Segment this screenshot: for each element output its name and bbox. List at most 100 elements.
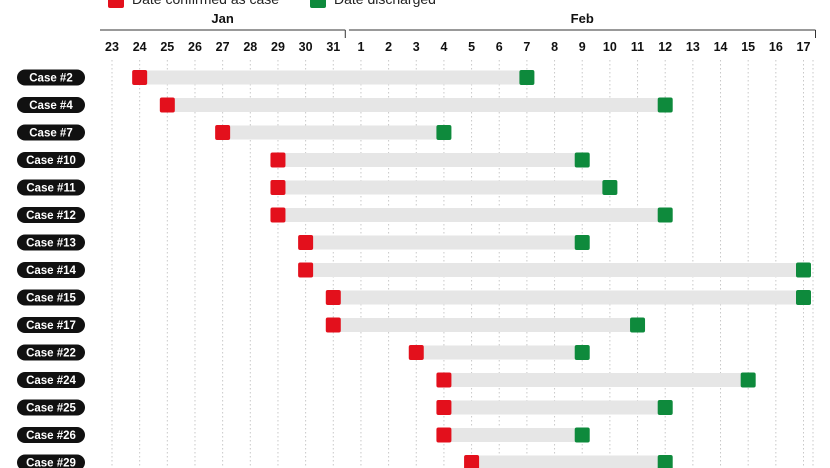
day-tick-label: 4 [440, 40, 447, 54]
confirmed-marker [159, 97, 175, 113]
case-label-pill [17, 344, 85, 361]
case-row: Case #15 [17, 289, 811, 306]
confirmed-marker [436, 427, 452, 443]
discharged-marker [657, 97, 673, 113]
duration-bar [471, 455, 666, 468]
case-label: Case #29 [26, 458, 76, 468]
day-tick-label: 25 [160, 40, 174, 54]
duration-bar [333, 290, 804, 305]
day-tick-label: 9 [579, 40, 586, 54]
case-row: Case #13 [17, 234, 590, 251]
day-tick-label: 1 [357, 40, 364, 54]
discharged-marker [796, 290, 811, 305]
duration-bar [443, 400, 666, 415]
case-label-pill [17, 454, 85, 468]
duration-bar [443, 428, 583, 442]
case-label: Case #2 [29, 73, 72, 85]
confirmed-marker [298, 235, 314, 250]
case-label-pill [17, 262, 85, 278]
discharged-marker [574, 345, 590, 360]
confirmed-marker [408, 345, 424, 360]
confirmed-marker [132, 70, 148, 85]
month-headers: Jan Feb [100, 11, 816, 38]
confirmed-marker [270, 207, 286, 223]
duration-bar [277, 208, 666, 222]
case-label: Case #13 [26, 238, 76, 250]
confirmed-marker [325, 317, 341, 333]
confirmed-marker [298, 262, 314, 278]
confirmed-marker [436, 400, 452, 415]
day-tick-label: 11 [631, 40, 644, 54]
day-tick-label: 10 [603, 40, 617, 54]
case-label-pill [17, 179, 85, 196]
discharged-marker [574, 427, 590, 443]
month-label: Jan [211, 11, 233, 26]
discharged-marker [657, 400, 673, 415]
day-tick-label: 2 [385, 40, 392, 54]
case-row: Case #14 [17, 262, 811, 278]
legend-swatch [108, 0, 124, 8]
case-row: Case #2 [17, 69, 535, 86]
case-label-pill [17, 152, 85, 168]
case-label-pill [17, 207, 85, 223]
discharged-marker [657, 455, 673, 468]
case-label-pill [17, 97, 85, 113]
day-tick-label: 12 [658, 40, 672, 54]
discharged-marker [657, 207, 673, 223]
legend: Date confirmed as case Date discharged [108, 0, 436, 8]
case-label: Case #24 [26, 375, 76, 387]
discharged-marker [574, 235, 590, 250]
day-tick-label: 15 [741, 40, 755, 54]
case-label-pill [17, 69, 85, 86]
discharged-marker [630, 317, 646, 333]
case-row: Case #10 [17, 152, 590, 168]
discharged-marker [574, 152, 590, 168]
case-label-pill [17, 399, 85, 416]
confirmed-marker [325, 290, 341, 305]
day-tick-label: 8 [551, 40, 558, 54]
case-label: Case #25 [26, 403, 76, 415]
case-label: Case #4 [29, 100, 73, 112]
duration-bar [443, 373, 749, 387]
day-tick-label: 6 [496, 40, 503, 54]
day-tick-label: 5 [468, 40, 475, 54]
day-axis: 23 24 25 26 27 28 29 30 31 1 2 3 4 5 6 7 8 9 10 11 12 13 14 15 1… [105, 40, 810, 54]
discharged-marker [519, 70, 535, 85]
day-tick-label: 28 [243, 40, 257, 54]
discharged-marker [796, 262, 811, 278]
day-tick-label: 3 [413, 40, 420, 54]
case-label-pill [17, 124, 85, 141]
case-label-pill [17, 427, 85, 443]
day-tick-label: 26 [188, 40, 202, 54]
case-row: Case #22 [17, 344, 590, 361]
case-label-pill [17, 234, 85, 251]
month-label: Feb [571, 11, 594, 26]
case-label-pill [17, 317, 85, 333]
day-tick-label: 7 [523, 40, 530, 54]
duration-bar [139, 70, 527, 85]
duration-bar [416, 345, 583, 360]
day-tick-label: 31 [326, 40, 340, 54]
case-row: Case #25 [17, 399, 673, 416]
duration-bar [277, 180, 610, 195]
confirmed-marker [270, 180, 286, 195]
duration-bar [305, 263, 804, 277]
day-tick-label: 14 [714, 40, 728, 54]
case-label-pill [17, 289, 85, 306]
day-tick-label: 13 [686, 40, 700, 54]
confirmed-marker [215, 125, 231, 140]
case-label: Case #22 [26, 348, 76, 360]
legend-label: Date discharged [334, 0, 436, 7]
discharged-marker [436, 125, 452, 140]
case-row: Case #4 [17, 97, 673, 113]
duration-bar [333, 318, 638, 332]
case-label: Case #12 [26, 210, 76, 222]
confirmed-marker [436, 372, 452, 388]
case-label: Case #7 [29, 128, 72, 140]
confirmed-marker [270, 152, 286, 168]
day-tick-label: 16 [769, 40, 783, 54]
case-label: Case #15 [26, 293, 76, 305]
case-row: Case #7 [17, 124, 452, 141]
legend-swatch [310, 0, 326, 8]
